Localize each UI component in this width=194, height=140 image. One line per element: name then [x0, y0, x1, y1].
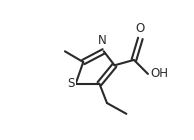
Text: OH: OH: [150, 67, 168, 80]
Text: S: S: [68, 77, 75, 90]
Text: N: N: [98, 34, 107, 47]
Text: O: O: [136, 22, 145, 35]
